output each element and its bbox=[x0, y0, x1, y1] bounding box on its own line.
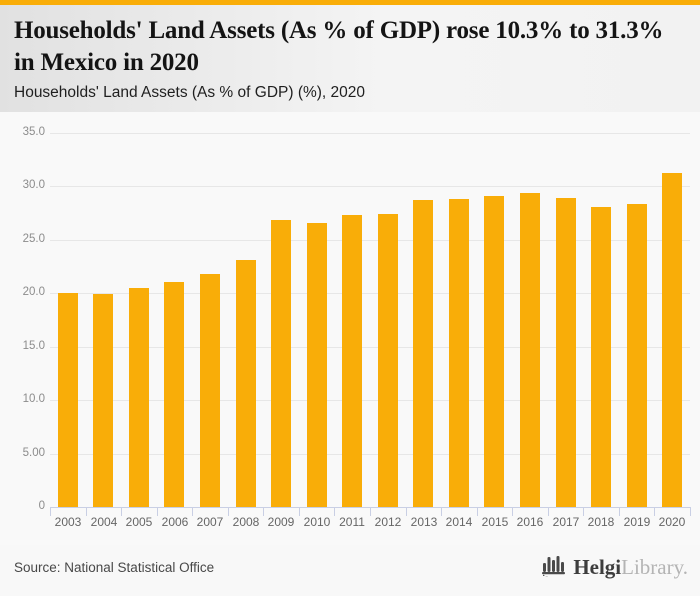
y-axis-tick-label: 35.0 bbox=[22, 126, 45, 138]
bar-2006[interactable] bbox=[164, 282, 184, 507]
x-axis-tick bbox=[86, 508, 87, 516]
bar-2016[interactable] bbox=[520, 193, 540, 507]
x-axis-tick bbox=[334, 508, 335, 516]
logo-text-helgi: Helgi bbox=[573, 555, 622, 579]
bar-chart-logo-icon bbox=[541, 553, 568, 582]
bar-2012[interactable] bbox=[378, 214, 398, 507]
x-axis-tick-label: 2013 bbox=[410, 515, 438, 529]
chart-footer: Source: National Statistical Office Helg… bbox=[0, 545, 700, 596]
logo-text-period: . bbox=[682, 555, 688, 579]
x-axis-tick-label: 2005 bbox=[125, 515, 153, 529]
y-gridline bbox=[50, 133, 690, 134]
x-axis-line bbox=[50, 507, 691, 508]
x-axis-tick bbox=[192, 508, 193, 516]
y-gridline bbox=[50, 293, 690, 294]
x-axis-tick bbox=[690, 508, 691, 516]
x-axis-tick bbox=[228, 508, 229, 516]
bar-2015[interactable] bbox=[484, 196, 504, 507]
bar-2020[interactable] bbox=[662, 173, 682, 507]
x-axis-tick bbox=[370, 508, 371, 516]
helgi-library-logo[interactable]: HelgiLibrary. bbox=[541, 553, 688, 582]
x-axis-tick-label: 2008 bbox=[232, 515, 260, 529]
bar-2014[interactable] bbox=[449, 199, 469, 507]
x-axis-tick bbox=[548, 508, 549, 516]
logo-wordmark: HelgiLibrary. bbox=[573, 555, 688, 580]
source-note: Source: National Statistical Office bbox=[14, 560, 215, 575]
x-axis-tick-label: 2009 bbox=[267, 515, 295, 529]
x-axis-tick-label: 2020 bbox=[658, 515, 686, 529]
y-axis-tick-label: 30.0 bbox=[22, 179, 45, 191]
x-axis-tick-label: 2014 bbox=[445, 515, 473, 529]
bar-2010[interactable] bbox=[307, 223, 327, 507]
x-axis-tick-label: 2007 bbox=[196, 515, 224, 529]
y-axis-tick-label: 15.0 bbox=[22, 340, 45, 352]
y-gridline bbox=[50, 240, 690, 241]
accent-top-strip bbox=[0, 0, 700, 5]
x-axis-tick bbox=[406, 508, 407, 516]
y-axis-tick-label: 10.0 bbox=[22, 393, 45, 405]
x-axis-tick-label: 2016 bbox=[516, 515, 544, 529]
x-axis-tick-label: 2011 bbox=[339, 515, 365, 529]
y-gridline bbox=[50, 186, 690, 187]
x-axis-tick-label: 2006 bbox=[161, 515, 189, 529]
bar-2011[interactable] bbox=[342, 215, 362, 507]
y-axis-tick-label: 25.0 bbox=[22, 233, 45, 245]
y-axis-tick-label: 5.00 bbox=[22, 447, 45, 459]
y-axis-tick-label: 0 bbox=[38, 500, 45, 512]
bar-chart-area: 35.0 30.0 25.0 20.0 15.0 10.0 5.00 0 2003 2004 200… bbox=[0, 112, 700, 545]
x-axis-tick-label: 2012 bbox=[374, 515, 402, 529]
bar-2018[interactable] bbox=[591, 207, 611, 507]
x-axis-tick-label: 2017 bbox=[552, 515, 580, 529]
bar-2009[interactable] bbox=[271, 220, 291, 507]
y-gridline bbox=[50, 347, 690, 348]
bar-2013[interactable] bbox=[413, 200, 433, 507]
bar-2004[interactable] bbox=[93, 294, 113, 507]
y-gridline bbox=[50, 454, 690, 455]
x-axis-tick bbox=[512, 508, 513, 516]
x-axis-tick bbox=[583, 508, 584, 516]
bar-2003[interactable] bbox=[58, 293, 78, 507]
x-axis-tick bbox=[50, 508, 51, 516]
logo-text-library: Library bbox=[621, 555, 683, 579]
x-axis-tick-label: 2003 bbox=[54, 515, 82, 529]
x-axis-tick-label: 2010 bbox=[303, 515, 331, 529]
y-axis-tick-label: 20.0 bbox=[22, 286, 45, 298]
x-axis-tick bbox=[157, 508, 158, 516]
bar-2008[interactable] bbox=[236, 260, 256, 507]
x-axis-tick-label: 2019 bbox=[623, 515, 651, 529]
x-axis-tick bbox=[121, 508, 122, 516]
bar-2005[interactable] bbox=[129, 288, 149, 507]
y-gridline bbox=[50, 400, 690, 401]
x-axis-tick bbox=[619, 508, 620, 516]
x-axis-tick-label: 2018 bbox=[587, 515, 615, 529]
page-subtitle: Households' Land Assets (As % of GDP) (%… bbox=[14, 83, 366, 101]
x-axis-tick bbox=[299, 508, 300, 516]
x-axis-tick bbox=[441, 508, 442, 516]
x-axis-tick bbox=[263, 508, 264, 516]
bar-2007[interactable] bbox=[200, 274, 220, 507]
x-axis-tick bbox=[654, 508, 655, 516]
page-title: Households' Land Assets (As % of GDP) ro… bbox=[14, 17, 664, 76]
chart-header: Households' Land Assets (As % of GDP) ro… bbox=[0, 5, 700, 112]
x-axis-tick bbox=[477, 508, 478, 516]
x-axis-tick-label: 2015 bbox=[481, 515, 509, 529]
x-axis-tick-label: 2004 bbox=[90, 515, 118, 529]
bar-2017[interactable] bbox=[556, 198, 576, 507]
bar-2019[interactable] bbox=[627, 204, 647, 507]
